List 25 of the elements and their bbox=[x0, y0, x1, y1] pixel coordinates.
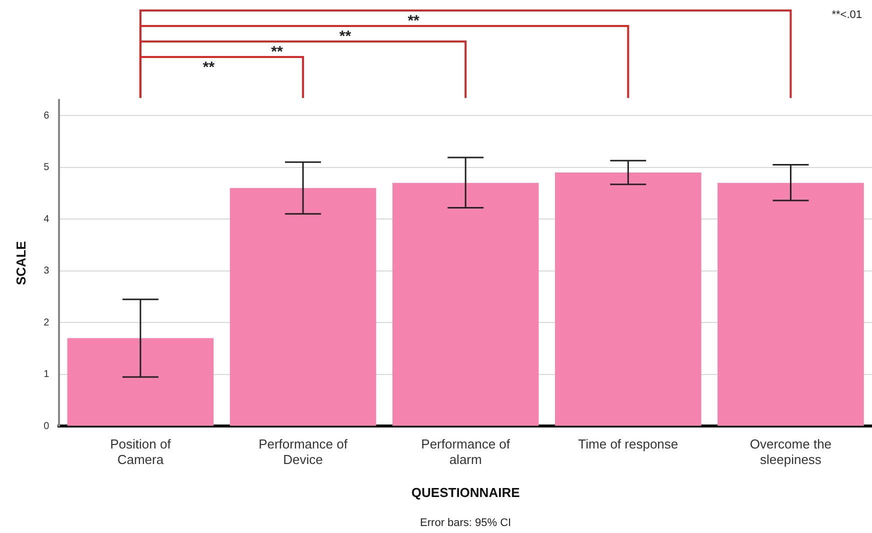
text: ** bbox=[271, 44, 283, 61]
x-tick-label: Performance of Device bbox=[258, 436, 348, 468]
text: ** bbox=[202, 59, 215, 76]
x-tick-label: Position of Camera bbox=[110, 436, 172, 468]
x-tick-label: Performance of alarm bbox=[421, 436, 510, 468]
text: ** bbox=[339, 28, 352, 46]
y-tick-label: 0 bbox=[44, 420, 50, 432]
x-axis-title: QUESTIONNAIRE bbox=[411, 484, 520, 500]
text: ** bbox=[408, 12, 420, 30]
y-axis-title: SCALE bbox=[13, 240, 28, 286]
y-tick-label: 4 bbox=[44, 214, 50, 225]
y-tick-label: 1 bbox=[44, 369, 50, 380]
bar bbox=[67, 338, 214, 426]
y-tick-label: 3 bbox=[44, 266, 50, 277]
bar bbox=[230, 188, 376, 426]
text: Error bars: 95% CI bbox=[420, 517, 512, 530]
bar bbox=[392, 182, 539, 426]
text: **<.01 bbox=[832, 9, 862, 22]
x-tick-label: Overcome the sleepiness bbox=[750, 436, 832, 468]
y-tick-label: 5 bbox=[44, 162, 50, 174]
bar bbox=[554, 172, 702, 426]
y-tick-label: 2 bbox=[44, 317, 50, 328]
bar bbox=[718, 182, 864, 426]
y-tick-label: 6 bbox=[44, 110, 50, 122]
x-tick-label: Time of response bbox=[578, 436, 678, 452]
